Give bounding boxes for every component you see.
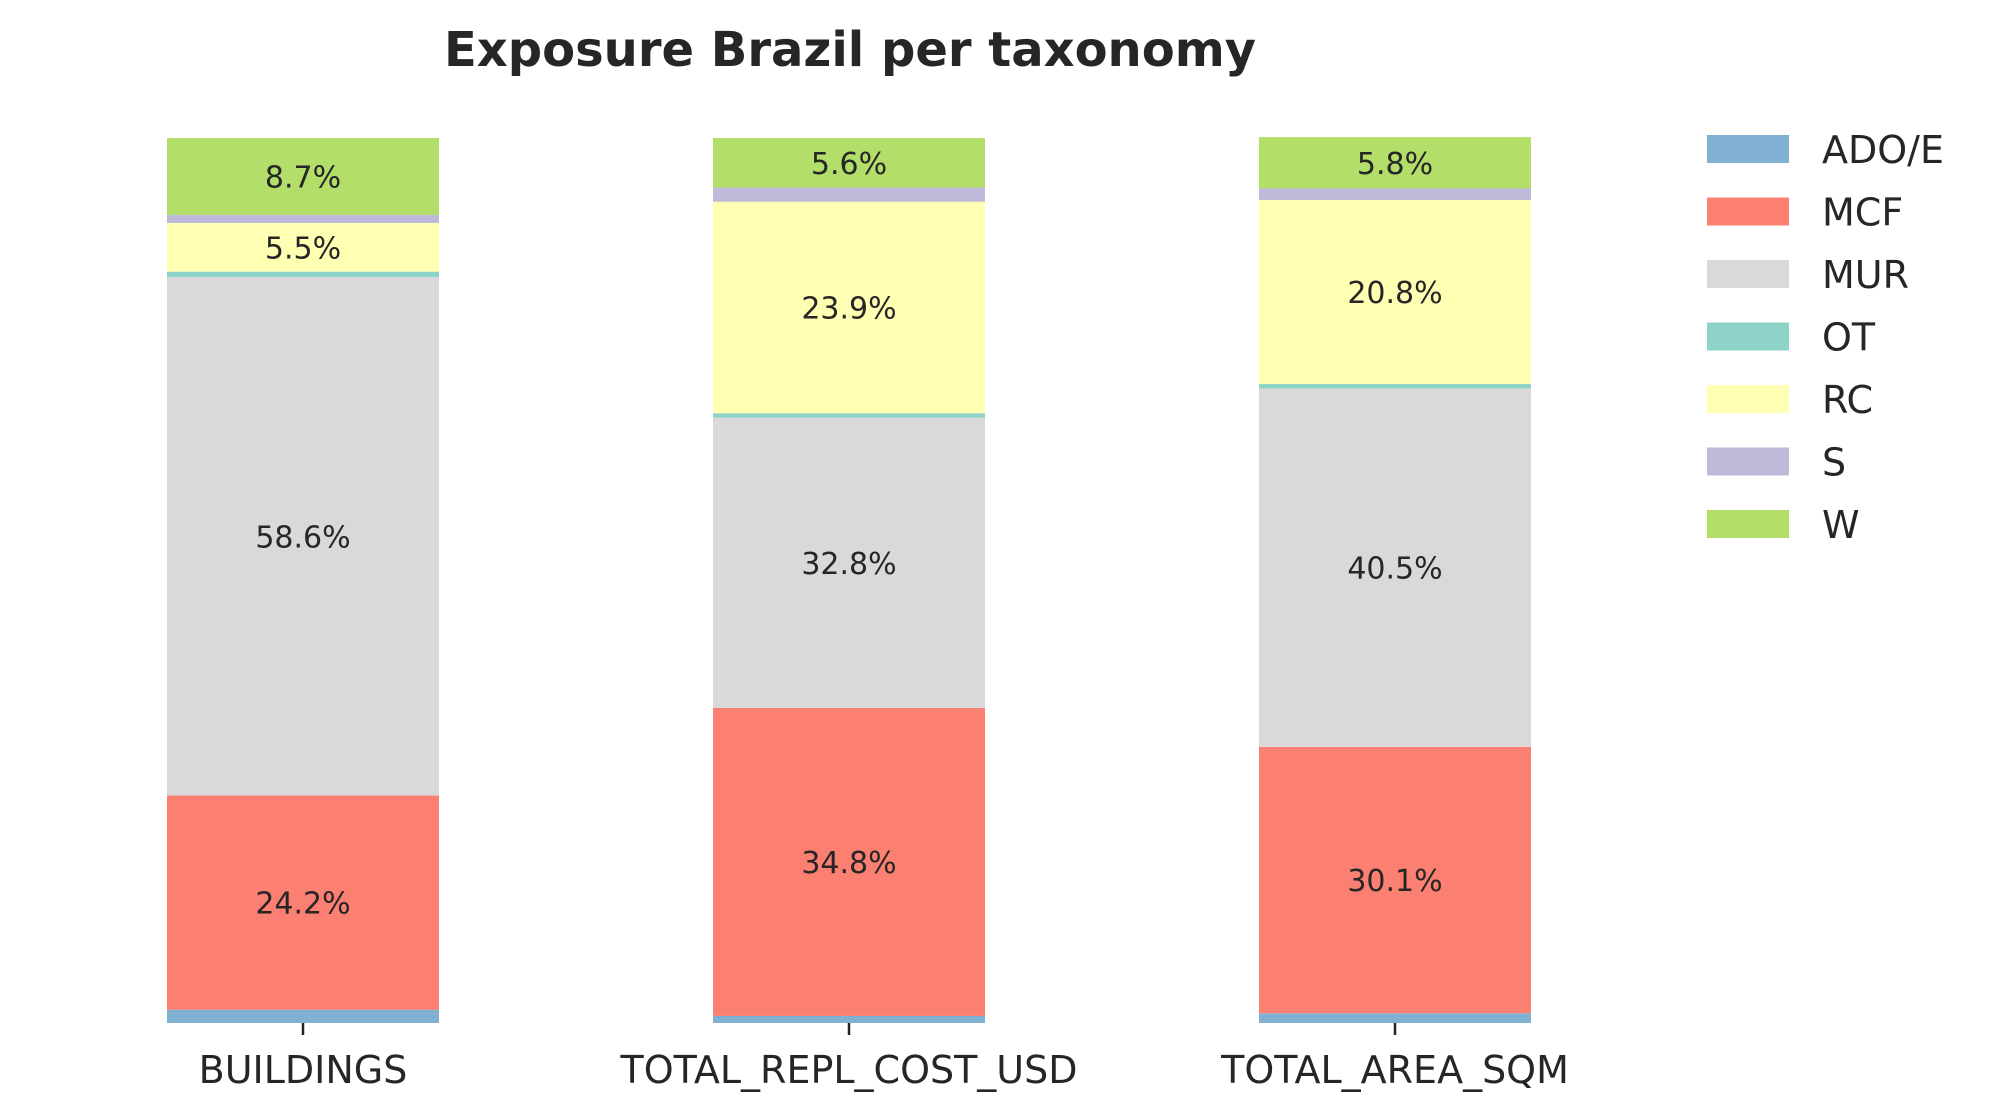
data-label-rc-buildings: 5.5% — [265, 231, 341, 266]
chart-title: Exposure Brazil per taxonomy — [444, 22, 1256, 78]
bar-segment-ot-total-area-sqm — [1259, 384, 1531, 389]
bar-segment-ot-total-repl-cost-usd — [713, 413, 985, 418]
bar-segment-mur-buildings — [167, 276, 439, 796]
bar-segment-w-total-area-sqm — [1259, 137, 1531, 189]
bar-segment-mur-total-repl-cost-usd — [713, 417, 985, 708]
data-label-rc-total-area-sqm: 20.8% — [1347, 276, 1442, 311]
legend-label-mcf: MCF — [1822, 191, 1903, 235]
bar-segment-mur-total-area-sqm — [1259, 388, 1531, 747]
data-label-w-total-area-sqm: 5.8% — [1357, 147, 1433, 182]
legend-label-ado-e: ADO/E — [1822, 128, 1944, 172]
legend: ADO/E MCF MUR OT RC SW — [1707, 128, 1944, 547]
data-label-mur-total-area-sqm: 40.5% — [1347, 552, 1442, 587]
x-tick-label-buildings: BUILDINGS — [199, 1048, 408, 1092]
bar-segment-s-total-repl-cost-usd — [713, 187, 985, 202]
bar-segment-rc-buildings — [167, 222, 439, 272]
legend-swatch-rc — [1707, 385, 1789, 413]
legend-label-s: S — [1822, 441, 1846, 485]
data-label-w-buildings: 8.7% — [265, 160, 341, 195]
bar-segment-ot-buildings — [167, 271, 439, 277]
data-label-mur-buildings: 58.6% — [255, 520, 350, 555]
legend-swatch-s — [1707, 447, 1789, 476]
bar-segment-mcf-total-area-sqm — [1259, 746, 1531, 1014]
bar-segment-s-buildings — [167, 214, 439, 223]
legend-swatch-w — [1707, 510, 1789, 538]
bars-group — [167, 137, 1531, 1023]
bar-segment-w-total-repl-cost-usd — [713, 138, 985, 188]
bar-segment-mcf-buildings — [167, 795, 439, 1010]
bar-segment-ado-e-total-repl-cost-usd — [713, 1015, 985, 1023]
legend-swatch-mcf — [1707, 197, 1789, 226]
legend-swatch-mur — [1707, 260, 1789, 288]
data-labels-group: 24.2% 58.6% 5.5% 8.7% 34.8% 32.8% 23.9% 5.6% 30.… — [255, 147, 1442, 922]
bar-segment-w-buildings — [167, 138, 439, 215]
data-label-mcf-total-area-sqm: 30.1% — [1347, 864, 1442, 899]
data-label-rc-total-repl-cost-usd: 23.9% — [801, 291, 896, 326]
bar-segment-ado-e-buildings — [167, 1009, 439, 1023]
legend-swatch-ot — [1707, 322, 1789, 351]
legend-label-ot: OT — [1822, 316, 1876, 360]
x-tick-label-total-area-sqm: TOTAL_AREA_SQM — [1220, 1048, 1569, 1092]
data-label-mcf-total-repl-cost-usd: 34.8% — [801, 846, 896, 881]
bar-segment-s-total-area-sqm — [1259, 188, 1531, 200]
legend-label-w: W — [1822, 503, 1860, 547]
legend-label-rc: RC — [1822, 378, 1873, 422]
bar-segment-ado-e-total-area-sqm — [1259, 1013, 1531, 1023]
x-axis: BUILDINGS TOTAL_REPL_COST_USD TOTAL_AREA_S… — [199, 1023, 1569, 1092]
x-tick-label-total-repl-cost-usd: TOTAL_REPL_COST_USD — [619, 1048, 1077, 1092]
data-label-w-total-repl-cost-usd: 5.6% — [811, 147, 887, 182]
bar-segment-rc-total-repl-cost-usd — [713, 201, 985, 414]
bar-segment-mcf-total-repl-cost-usd — [713, 707, 985, 1016]
data-label-mur-total-repl-cost-usd: 32.8% — [801, 547, 896, 582]
legend-swatch-ado-e — [1707, 135, 1789, 163]
legend-label-mur: MUR — [1822, 253, 1909, 297]
data-label-mcf-buildings: 24.2% — [255, 887, 350, 922]
bar-segment-rc-total-area-sqm — [1259, 199, 1531, 385]
